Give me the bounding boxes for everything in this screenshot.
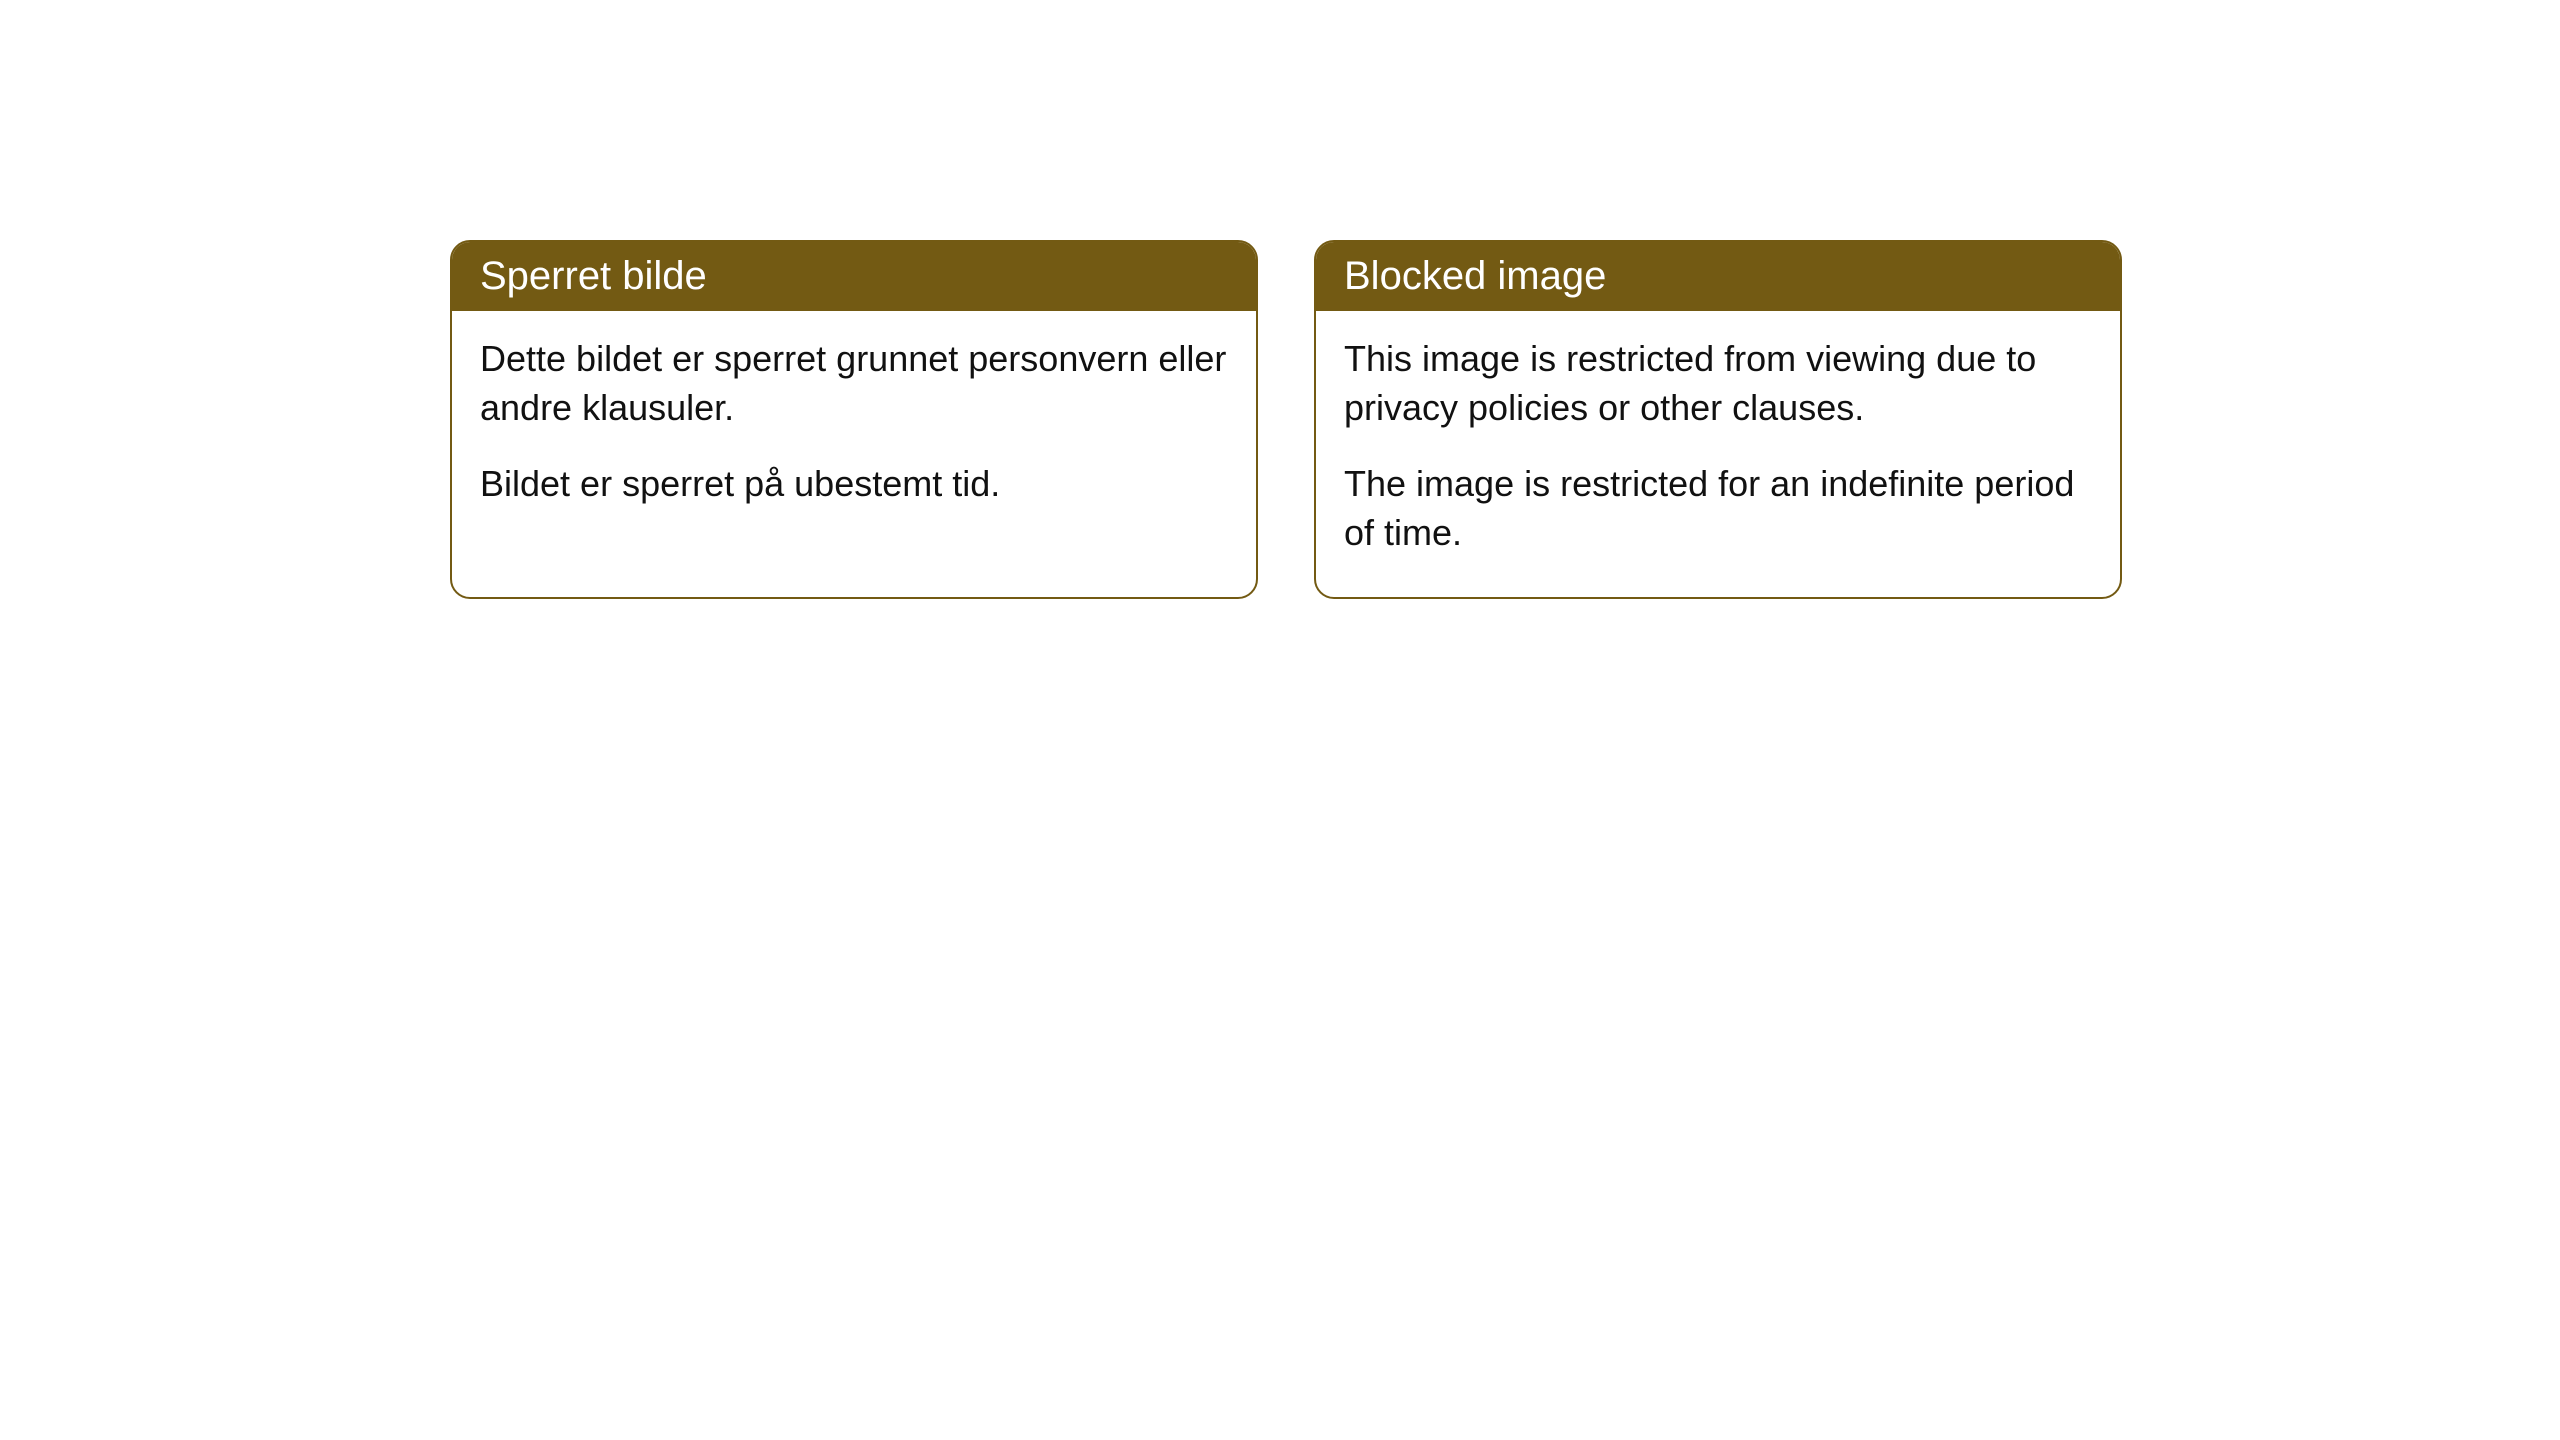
notice-container: Sperret bilde Dette bildet er sperret gr…	[450, 240, 2122, 599]
card-body-en: This image is restricted from viewing du…	[1316, 311, 2120, 597]
card-paragraph: The image is restricted for an indefinit…	[1344, 460, 2092, 557]
card-header-no: Sperret bilde	[452, 242, 1256, 311]
card-body-no: Dette bildet er sperret grunnet personve…	[452, 311, 1256, 549]
card-header-en: Blocked image	[1316, 242, 2120, 311]
blocked-image-card-no: Sperret bilde Dette bildet er sperret gr…	[450, 240, 1258, 599]
card-paragraph: Bildet er sperret på ubestemt tid.	[480, 460, 1228, 509]
blocked-image-card-en: Blocked image This image is restricted f…	[1314, 240, 2122, 599]
card-paragraph: Dette bildet er sperret grunnet personve…	[480, 335, 1228, 432]
card-paragraph: This image is restricted from viewing du…	[1344, 335, 2092, 432]
